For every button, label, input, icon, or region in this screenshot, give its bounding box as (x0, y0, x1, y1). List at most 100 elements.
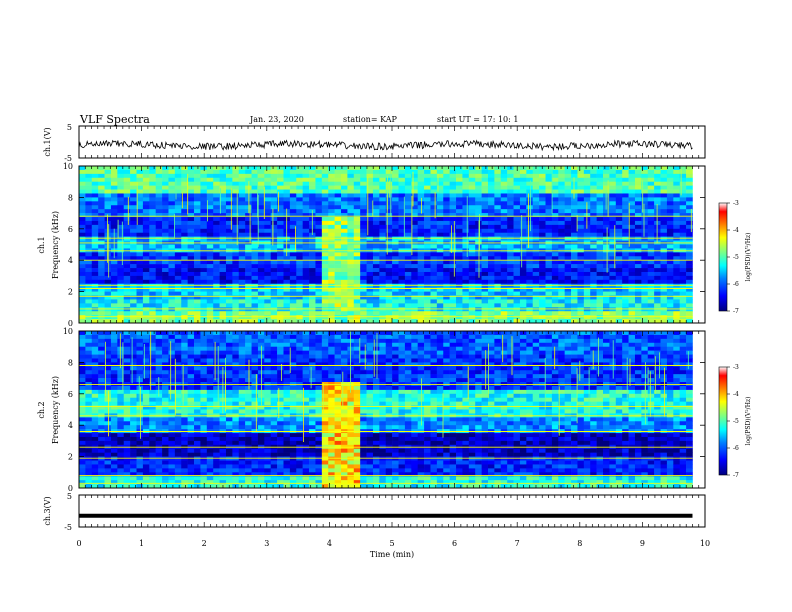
spectrogram-cell (609, 295, 617, 300)
spectrogram-cell (577, 256, 585, 261)
spectrogram-cell (494, 271, 502, 277)
spectrogram-cell (487, 236, 495, 241)
spectrogram-cell (174, 213, 182, 218)
spectrogram-cell (551, 295, 559, 300)
spectrogram-cell (130, 193, 137, 198)
spectrogram-cell (392, 256, 399, 261)
spectrogram-cell (149, 193, 156, 198)
spectrogram-cell (494, 252, 502, 257)
spectrogram-cell (443, 236, 450, 241)
spectrogram-cell (110, 287, 118, 292)
spectrogram-cell (302, 193, 310, 198)
spectrogram-cell (596, 217, 604, 222)
spectrogram-cell (257, 232, 265, 237)
spectrogram-cell (487, 189, 495, 194)
spectrogram-cell (654, 275, 661, 281)
spectrogram-cell (641, 287, 649, 292)
spectrogram-cell (519, 271, 527, 277)
spectrogram-cell (666, 299, 674, 304)
spectrogram-cell (545, 315, 553, 320)
spectrogram-cell (615, 244, 623, 249)
spectrogram-cell (424, 268, 431, 273)
spectrogram-cell (475, 283, 482, 288)
spectrogram-cell (481, 256, 489, 261)
spectrogram-cell (123, 334, 131, 340)
spectrogram-cell (481, 236, 489, 241)
spectrogram-cell (462, 189, 470, 194)
spectrogram-cell (577, 311, 585, 316)
spectrogram-cell (155, 405, 163, 410)
spectrogram-cell (666, 169, 674, 175)
spectrogram-cell (225, 476, 233, 481)
spectrogram-cell (302, 201, 310, 206)
spectrogram-cell (232, 303, 240, 308)
spectrogram-cell (149, 484, 156, 489)
spectrogram-cell (679, 244, 687, 249)
spectrogram-cell (500, 193, 508, 198)
spectrogram-cell (615, 260, 623, 265)
spectrogram-cell (507, 295, 514, 300)
spectrogram-cell (577, 236, 585, 241)
spectrogram-cell (500, 252, 508, 257)
spectrogram-cell (686, 205, 693, 210)
spectrogram-cell (360, 169, 367, 175)
spectrogram-cell (104, 464, 112, 469)
spectrogram-cell (98, 401, 105, 406)
spectrogram-cell (430, 205, 438, 210)
spectrogram-cell (334, 213, 342, 218)
spectrogram-cell (245, 264, 252, 269)
spectrogram-cell (104, 484, 112, 489)
spectrogram-cell (666, 193, 674, 198)
spectrogram-cell (334, 256, 342, 261)
spectrogram-cell (104, 425, 112, 430)
spectrogram-cell (603, 283, 610, 288)
spectrogram-cell (347, 220, 355, 226)
spectrogram-cell (130, 385, 137, 391)
spectrogram-cell (181, 291, 188, 296)
spectrogram-cell (679, 315, 687, 320)
spectrogram-cell (564, 209, 572, 214)
spectrogram-cell (532, 287, 540, 292)
spectrogram-cell (309, 295, 316, 300)
spectrogram-cell (436, 232, 444, 237)
spectrogram-cell (257, 169, 265, 175)
spectrogram-cell (519, 256, 527, 261)
spectrogram-cell (526, 209, 534, 214)
spectrogram-cell (353, 295, 361, 300)
spectrogram-cell (392, 264, 399, 269)
spectrogram-cell (430, 264, 438, 269)
spectrogram-cell (130, 224, 137, 230)
spectrogram-cell (194, 362, 201, 367)
spectrogram-cell (468, 283, 476, 288)
spectrogram-cell (104, 271, 112, 277)
spectrogram-cell (85, 232, 93, 237)
spectrogram-cell (571, 213, 578, 218)
spectrogram-cell (213, 185, 220, 190)
spectrogram-cell (641, 291, 649, 296)
spectrogram-cell (302, 291, 310, 296)
spectrogram-cell (641, 232, 649, 237)
spectrogram-cell (142, 209, 150, 214)
spectrogram-cell (634, 166, 642, 171)
spectrogram-cell (315, 181, 323, 186)
spectrogram-cell (615, 291, 623, 296)
spectrogram-cell (245, 307, 252, 312)
spectrogram-cell (181, 173, 188, 179)
spectrogram-cell (379, 295, 387, 300)
spectrogram-cell (615, 256, 623, 261)
spectrogram-cell (398, 244, 406, 249)
spectrogram-cell (283, 268, 291, 273)
spectrogram-cell (577, 205, 585, 210)
spectrogram-cell (404, 315, 412, 320)
spectrogram-cell (366, 295, 374, 300)
spectrogram-cell (475, 275, 482, 281)
spectrogram-cell (341, 197, 348, 202)
spectrogram-cell (603, 236, 610, 241)
spectrogram-cell (79, 283, 86, 288)
spectrogram-cell (296, 256, 303, 261)
spectrogram-cell (449, 283, 457, 288)
spectrogram-cell (91, 405, 99, 410)
spectrogram-cell (174, 220, 182, 226)
spectrogram-cell (622, 299, 629, 304)
spectrogram-cell (513, 193, 521, 198)
